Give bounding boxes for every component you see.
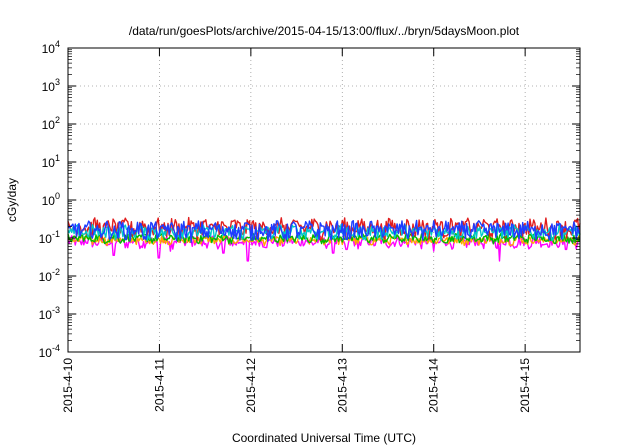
y-tick-label-base: 10 — [39, 308, 53, 322]
y-tick-label: 10-4 — [39, 343, 60, 360]
x-tick-label: 2015-4-14 — [427, 358, 441, 413]
y-tick-label-exponent: -4 — [52, 343, 60, 353]
y-tick-label-base: 10 — [42, 42, 56, 56]
y-tick-label: 10-1 — [39, 229, 60, 246]
y-tick-label-exponent: 3 — [55, 77, 60, 87]
y-tick-label-exponent: 2 — [55, 115, 60, 125]
chart-title: /data/run/goesPlots/archive/2015-04-15/1… — [129, 24, 520, 38]
x-tick-label: 2015-4-12 — [244, 358, 258, 413]
y-tick-label-base: 10 — [42, 118, 56, 132]
y-tick-label-exponent: 1 — [55, 153, 60, 163]
y-tick-label: 100 — [42, 191, 60, 208]
x-tick-label: 2015-4-13 — [335, 358, 349, 413]
y-tick-label: 10-2 — [39, 267, 60, 284]
y-tick-label-base: 10 — [39, 346, 53, 360]
y-tick-label-base: 10 — [42, 194, 56, 208]
y-tick-label-base: 10 — [42, 156, 56, 170]
x-tick-label: 2015-4-11 — [152, 358, 166, 412]
y-tick-label-base: 10 — [39, 232, 53, 246]
ticks: 10410310210110010-110-210-310-42015-4-10… — [39, 39, 580, 413]
x-tick-label: 2015-4-10 — [61, 358, 75, 413]
y-tick-label-exponent: -1 — [52, 229, 60, 239]
series-line — [67, 219, 581, 244]
y-tick-label: 10-3 — [39, 305, 60, 322]
y-tick-label-exponent: 0 — [55, 191, 60, 201]
y-tick-label-base: 10 — [42, 80, 56, 94]
y-tick-label-exponent: -2 — [52, 267, 60, 277]
series-line — [67, 232, 581, 245]
y-axis-label: cGy/day — [5, 178, 19, 222]
y-tick-label-base: 10 — [39, 270, 53, 284]
y-tick-label: 103 — [42, 77, 60, 94]
y-tick-label: 102 — [42, 115, 60, 132]
y-tick-label: 104 — [42, 39, 60, 56]
grid — [68, 48, 580, 352]
x-axis-label: Coordinated Universal Time (UTC) — [232, 431, 416, 445]
series-layer — [67, 216, 581, 262]
y-tick-label-exponent: 4 — [55, 39, 60, 49]
y-tick-label: 101 — [42, 153, 60, 170]
x-tick-label: 2015-4-15 — [518, 358, 532, 413]
y-tick-label-exponent: -3 — [52, 305, 60, 315]
